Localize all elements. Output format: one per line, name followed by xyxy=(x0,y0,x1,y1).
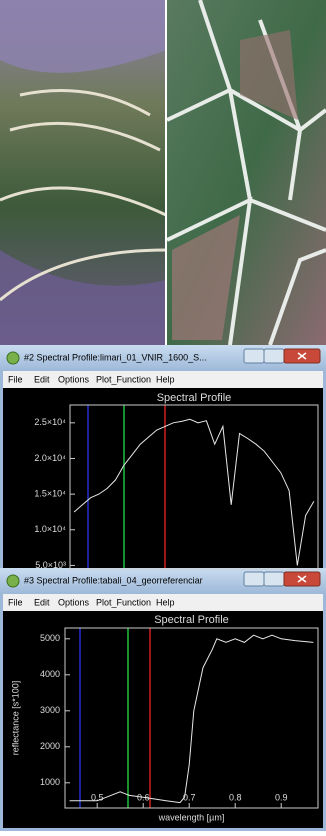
chart-title: Spectral Profile xyxy=(157,392,232,404)
x-tick-label: 0.9 xyxy=(275,792,288,802)
x-tick-label: 0.8 xyxy=(229,792,242,802)
menu-item[interactable]: Options xyxy=(58,374,90,384)
screen: #2 Spectral Profile:limari_01_VNIR_1600_… xyxy=(0,0,326,831)
menu-item[interactable]: File xyxy=(8,597,23,607)
y-tick-label: 1.0×10⁴ xyxy=(34,524,66,534)
y-tick-label: 4000 xyxy=(40,669,60,679)
y-tick-label: 5000 xyxy=(40,633,60,643)
menu-item[interactable]: Help xyxy=(156,597,175,607)
window-icon xyxy=(7,575,19,587)
menu-item[interactable]: Options xyxy=(58,597,90,607)
menu-item[interactable]: Edit xyxy=(34,374,50,384)
aerial-images xyxy=(0,0,326,345)
image-separator xyxy=(165,0,167,345)
page: #2 Spectral Profile:limari_01_VNIR_1600_… xyxy=(0,0,326,831)
minimize-button[interactable] xyxy=(244,349,264,363)
y-tick-label: 3000 xyxy=(40,705,60,715)
menu-item[interactable]: Edit xyxy=(34,597,50,607)
window-icon xyxy=(7,352,19,364)
menu-item[interactable]: Plot_Function xyxy=(96,597,151,607)
window-title: #3 Spectral Profile:tabali_04_georrefere… xyxy=(24,575,203,585)
y-tick-label: 2.0×10⁴ xyxy=(34,453,66,463)
menu-item[interactable]: Plot_Function xyxy=(96,374,151,384)
y-tick-label: 1.5×10⁴ xyxy=(34,489,66,499)
y-tick-label: 2000 xyxy=(40,741,60,751)
minimize-button[interactable] xyxy=(244,572,264,586)
y-tick-label: 5.0×10³ xyxy=(35,560,66,570)
y-tick-label: 1000 xyxy=(40,777,60,787)
maximize-button[interactable] xyxy=(264,349,284,363)
plot-area xyxy=(3,388,323,569)
y-axis-label: reflectance [s*100] xyxy=(10,681,20,756)
chart-title: Spectral Profile xyxy=(154,614,229,626)
y-tick-label: 2.5×10⁴ xyxy=(34,417,66,427)
window-title: #2 Spectral Profile:limari_01_VNIR_1600_… xyxy=(24,352,207,362)
menu-item[interactable]: Help xyxy=(156,374,175,384)
x-axis-label: wavelength [µm] xyxy=(158,812,225,822)
menu-item[interactable]: File xyxy=(8,374,23,384)
maximize-button[interactable] xyxy=(264,572,284,586)
